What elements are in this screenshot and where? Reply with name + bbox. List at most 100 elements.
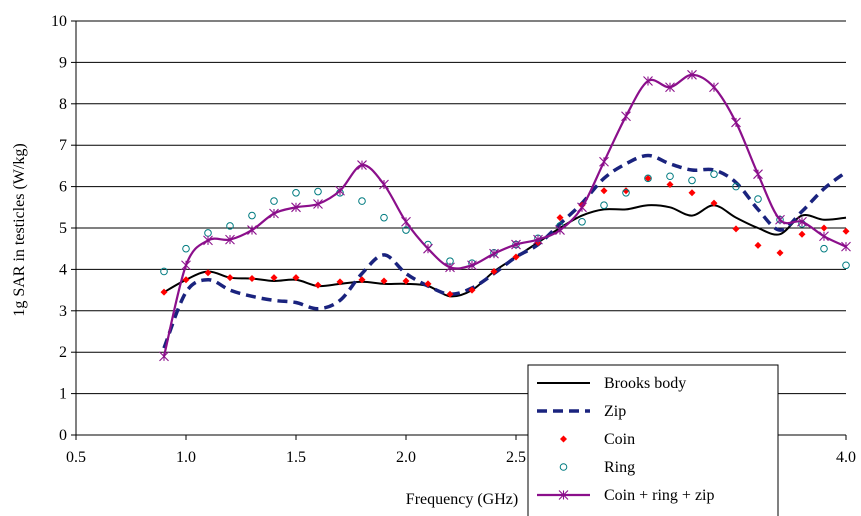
y-tick-label: 7: [59, 137, 67, 154]
data-point-coin: [160, 288, 168, 296]
data-point-coin: [292, 274, 300, 282]
data-point-coin-ring-zip: [379, 179, 389, 190]
legend: Brooks body Zip Coin Ring Coin + ring + zip: [527, 364, 779, 516]
data-point-coin-ring-zip: [643, 76, 653, 86]
data-point-coin-ring-zip: [775, 214, 785, 225]
data-point-coin: [468, 286, 476, 294]
gridlines: [76, 20, 846, 395]
data-point-coin: [424, 280, 432, 288]
data-point-coin: [490, 267, 498, 275]
legend-label: Brooks body: [604, 375, 686, 392]
legend-item-coin: Coin: [560, 431, 635, 448]
data-point-coin: [644, 174, 652, 182]
series-coin-ring-zip: [159, 69, 851, 362]
data-point-coin-ring-zip: [467, 260, 477, 271]
x-tick-label: 0.5: [66, 449, 86, 466]
y-tick-label: 5: [59, 220, 67, 237]
data-point-coin: [380, 277, 388, 285]
data-point-coin-ring-zip: [489, 248, 499, 259]
legend-item-coin-ring-zip: Coin + ring + zip: [537, 487, 714, 504]
data-point-coin: [710, 199, 718, 207]
x-tick-label: 4.0: [836, 449, 856, 466]
series-line-brooks-body: [163, 204, 847, 298]
data-point-coin-ring-zip: [401, 216, 411, 227]
series-brooks-body: [163, 204, 847, 298]
legend-box: [527, 364, 779, 516]
data-point-ring: [204, 229, 212, 237]
data-point-ring: [754, 195, 762, 203]
legend-marker: [558, 490, 569, 500]
data-point-coin-ring-zip: [555, 225, 565, 235]
data-point-ring: [358, 197, 366, 205]
series-line-coin-ring-zip: [162, 73, 847, 357]
data-point-coin-ring-zip: [511, 239, 521, 250]
data-point-coin-ring-zip: [819, 231, 829, 242]
data-point-coin-ring-zip: [841, 241, 851, 252]
data-point-ring: [226, 222, 234, 230]
x-tick-label: 2.5: [506, 449, 526, 466]
data-point-coin-ring-zip: [731, 117, 741, 128]
data-point-coin: [270, 274, 278, 282]
data-point-coin: [446, 290, 454, 298]
data-point-ring: [248, 211, 256, 220]
legend-label: Zip: [604, 403, 626, 420]
data-point-coin-ring-zip: [423, 243, 433, 254]
data-point-ring: [292, 189, 300, 197]
y-tick-label: 3: [59, 303, 67, 320]
data-point-ring: [600, 201, 608, 210]
data-point-coin-ring-zip: [357, 160, 367, 170]
y-tick-label: 10: [51, 13, 67, 30]
data-point-ring: [644, 174, 652, 183]
y-axis-title: 1g SAR in testicles (W/kg): [11, 143, 28, 316]
data-point-coin-ring-zip: [335, 185, 345, 196]
y-tick-label: 4: [59, 261, 67, 278]
y-tick-label: 8: [59, 96, 67, 113]
data-point-coin: [622, 187, 630, 195]
data-point-coin-ring-zip: [269, 208, 279, 219]
series-zip: [162, 153, 848, 349]
data-point-coin-ring-zip: [247, 225, 257, 235]
data-point-coin-ring-zip: [291, 202, 301, 213]
data-point-coin-ring-zip: [797, 216, 807, 227]
x-tick-label: 1.5: [286, 449, 306, 466]
data-point-coin: [600, 187, 608, 195]
data-point-coin: [512, 253, 520, 261]
data-point-coin: [732, 225, 740, 233]
data-point-coin: [666, 181, 674, 189]
data-point-coin: [402, 277, 410, 285]
data-point-ring: [710, 170, 718, 178]
legend-item-brooks-body: Brooks body: [537, 375, 686, 392]
data-point-coin: [314, 281, 322, 289]
y-tick-label: 9: [59, 54, 67, 71]
data-point-coin: [688, 189, 696, 197]
data-point-coin-ring-zip: [203, 235, 213, 246]
data-point-coin: [248, 275, 256, 283]
data-point-coin: [556, 214, 564, 222]
data-point-coin: [754, 241, 762, 249]
data-point-coin: [842, 227, 850, 235]
data-point-coin-ring-zip: [225, 234, 235, 245]
legend-item-ring: Ring: [559, 459, 635, 476]
data-point-ring: [666, 172, 674, 181]
data-point-ring: [314, 187, 322, 196]
data-point-coin-ring-zip: [577, 202, 587, 213]
y-tick-label: 1: [59, 386, 67, 403]
y-tick-label: 0: [59, 427, 67, 444]
data-point-ring: [182, 244, 190, 253]
series-layer: [159, 69, 851, 362]
data-point-coin-ring-zip: [599, 156, 609, 167]
x-tick-label: 2.0: [396, 449, 416, 466]
x-axis-title: Frequency (GHz): [406, 491, 518, 508]
data-point-ring: [688, 176, 696, 185]
data-point-coin-ring-zip: [181, 260, 191, 271]
data-point-coin: [776, 249, 784, 257]
data-point-coin: [820, 224, 828, 232]
data-point-coin-ring-zip: [687, 69, 697, 80]
data-point-ring: [160, 267, 168, 276]
x-tick-label: 1.0: [176, 449, 196, 466]
data-point-coin: [798, 230, 806, 238]
data-point-coin-ring-zip: [313, 199, 323, 209]
data-point-coin: [182, 276, 190, 284]
